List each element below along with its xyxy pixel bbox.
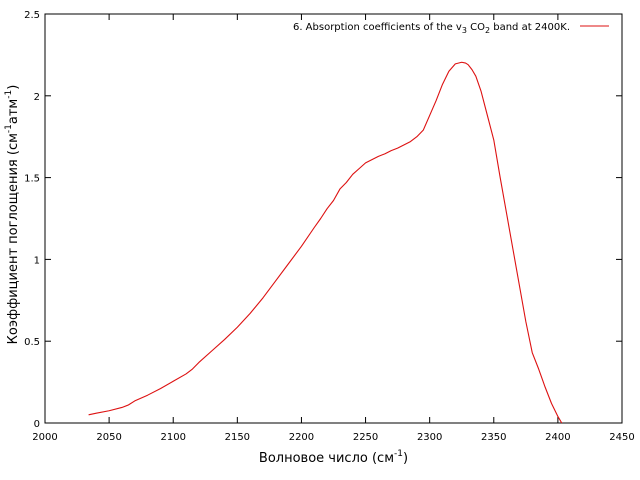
y-tick-label: 2 — [34, 92, 40, 103]
series-line — [88, 61, 563, 424]
legend-label-part2: CO — [467, 22, 485, 33]
y-tick-label: 0 — [34, 419, 40, 430]
y-axis-title-part-a: Коэффициент поглощения (см — [6, 133, 21, 344]
y-tick-labels: 0 0.5 1 1.5 2 2.5 — [24, 10, 40, 430]
y-axis-title-part-c: ) — [6, 85, 21, 90]
x-tick-label: 2450 — [609, 432, 634, 443]
y-tick-label: 1.5 — [24, 174, 40, 185]
x-tick-label: 2250 — [353, 432, 378, 443]
x-tick-label: 2300 — [417, 432, 442, 443]
y-axis-title-sup2: -1 — [4, 90, 14, 99]
x-tick-label: 2150 — [225, 432, 250, 443]
y-axis-title-sup1: -1 — [4, 124, 14, 133]
tick-marks — [44, 13, 623, 424]
x-tick-label: 2000 — [32, 432, 57, 443]
x-tick-label: 2200 — [289, 432, 314, 443]
legend-label-part1: 6. Absorption coefficients of the v — [293, 22, 462, 33]
x-axis-title-tail: ) — [403, 451, 408, 466]
x-tick-label: 2050 — [96, 432, 121, 443]
x-axis-title: Волновое число (см-1) — [259, 449, 408, 466]
legend-label-sub1: 3 — [462, 26, 467, 35]
x-tick-label: 2350 — [481, 432, 506, 443]
legend-label-sub2: 2 — [485, 26, 490, 35]
y-axis-title-part-b: атм — [6, 99, 21, 124]
x-axis-title-text: Волновое число (см — [259, 451, 394, 466]
x-axis-title-sup: -1 — [394, 449, 403, 459]
legend-label-part3: band at 2400K. — [490, 22, 570, 33]
x-tick-label: 2400 — [545, 432, 570, 443]
plot-frame — [44, 13, 623, 424]
x-tick-label: 2100 — [160, 432, 185, 443]
y-tick-label: 0.5 — [24, 337, 40, 348]
y-axis-title: Коэффициент поглощения (см-1атм-1) — [4, 85, 21, 345]
x-tick-labels: 2000 2050 2100 2150 2200 2250 2300 2350 2400 2450 — [32, 432, 634, 443]
legend: 6. Absorption coefficients of the v3 CO2… — [293, 22, 609, 35]
y-tick-label: 1 — [34, 255, 40, 266]
y-tick-label: 2.5 — [24, 10, 40, 21]
legend-label: 6. Absorption coefficients of the v3 CO2… — [293, 22, 570, 35]
